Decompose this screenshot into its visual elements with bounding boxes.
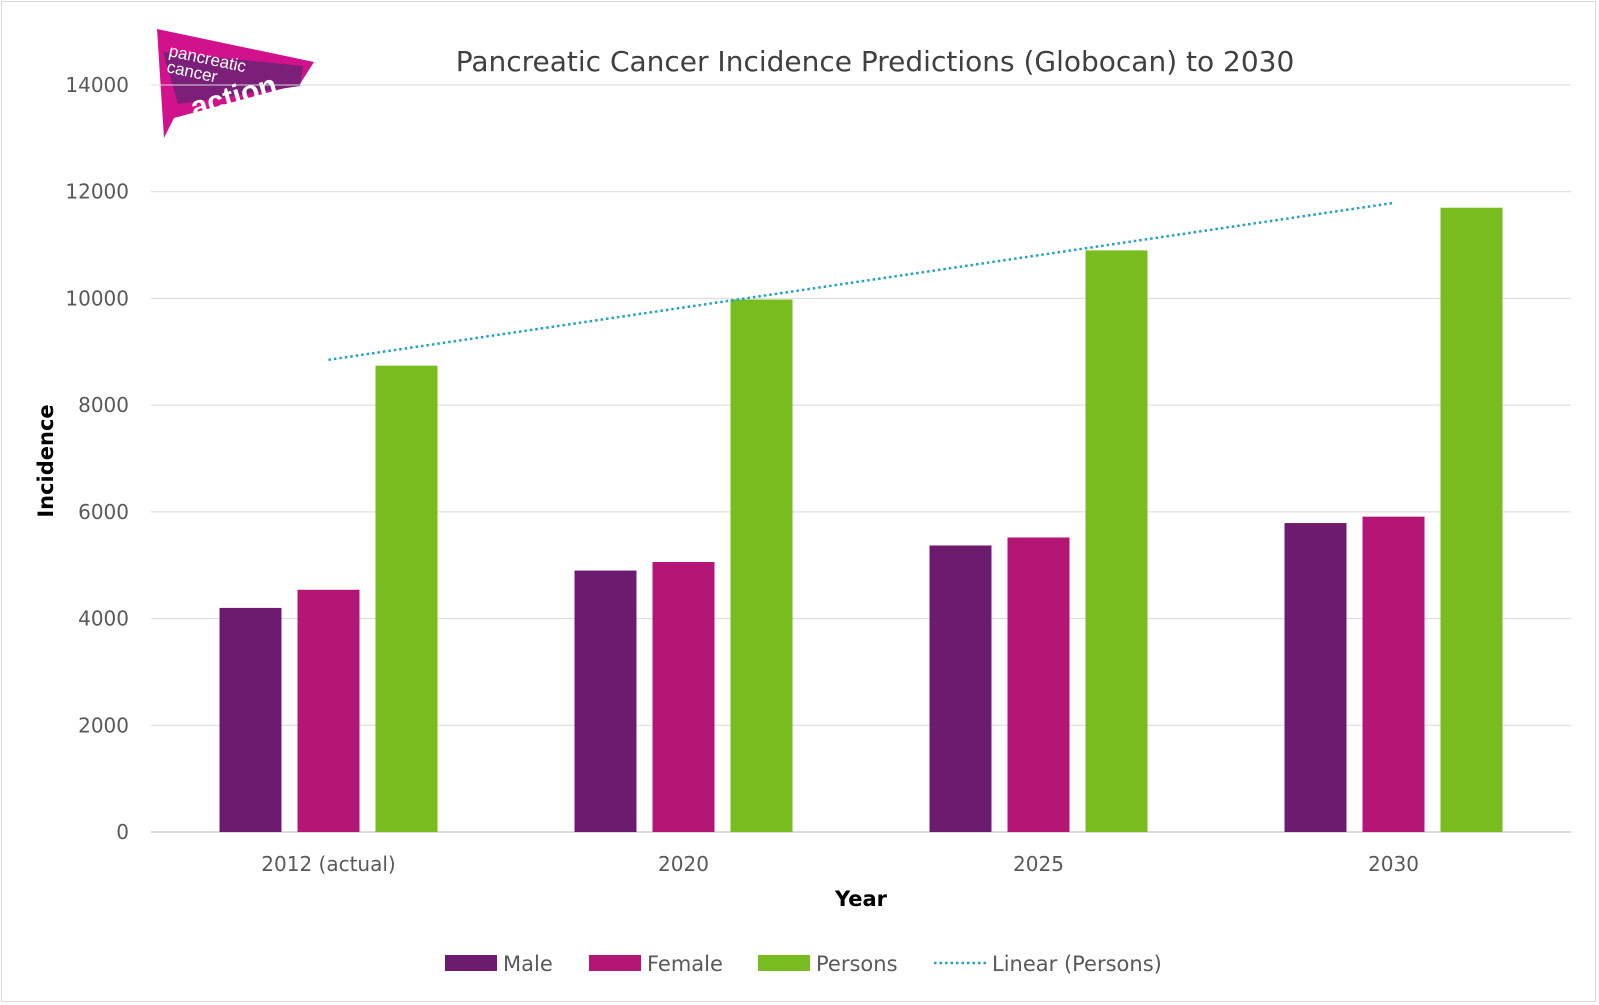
bar-male: [1284, 523, 1347, 832]
y-axis-title: Incidence: [34, 404, 58, 517]
legend-swatch-male: [445, 955, 497, 971]
bar-persons: [375, 365, 438, 832]
legend-label: Female: [647, 952, 723, 976]
bar-female: [297, 589, 360, 832]
logo-purple-shape: [163, 52, 303, 104]
bar-male: [219, 607, 282, 832]
legend-label: Persons: [816, 952, 898, 976]
y-tick-label: 6000: [78, 500, 129, 524]
legend-label: Male: [503, 952, 553, 976]
bar-male: [574, 570, 637, 832]
y-tick-label: 14000: [65, 73, 129, 97]
x-tick-label: 2030: [1368, 852, 1419, 876]
bar-persons: [1440, 207, 1503, 832]
y-tick-label: 0: [116, 820, 129, 844]
bar-persons: [1085, 250, 1148, 832]
x-axis-title: Year: [834, 887, 888, 911]
trendline: [328, 201, 1394, 362]
x-axis-ticks: 2012 (actual) 2020 2025 2030: [261, 852, 1419, 876]
y-tick-label: 2000: [78, 713, 129, 737]
bar-male: [929, 545, 992, 832]
legend: Male Female Persons Linear (Persons): [445, 952, 1162, 976]
x-tick-label: 2012 (actual): [261, 852, 395, 876]
bars: [219, 207, 1503, 832]
chart-title: Pancreatic Cancer Incidence Predictions …: [456, 45, 1295, 78]
y-tick-label: 12000: [65, 180, 129, 204]
x-tick-label: 2025: [1013, 852, 1064, 876]
pancreatic-cancer-action-logo: pancreatic cancer action: [157, 29, 314, 138]
y-tick-label: 10000: [65, 286, 129, 310]
legend-swatch-persons: [758, 955, 810, 971]
gridlines: [151, 84, 1571, 833]
bar-female: [652, 562, 715, 832]
legend-label: Linear (Persons): [992, 952, 1162, 976]
x-tick-label: 2020: [658, 852, 709, 876]
trendline-group: [328, 201, 1394, 362]
y-axis-ticks: 0 2000 4000 6000 8000 10000 12000 14000: [65, 73, 129, 844]
bar-female: [1362, 516, 1425, 832]
bar-female: [1007, 537, 1070, 832]
y-tick-label: 8000: [78, 393, 129, 417]
y-tick-label: 4000: [78, 607, 129, 631]
legend-swatch-female: [589, 955, 641, 971]
bar-persons: [730, 299, 793, 832]
